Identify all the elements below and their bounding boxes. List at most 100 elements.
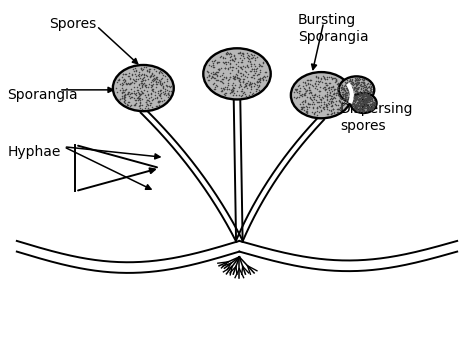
Point xyxy=(311,109,319,115)
Point xyxy=(309,92,316,98)
Point xyxy=(157,83,164,88)
Point xyxy=(367,101,374,107)
Point xyxy=(365,93,372,99)
Point xyxy=(354,108,362,113)
Point xyxy=(217,53,224,59)
Point xyxy=(342,89,350,95)
Point xyxy=(138,83,146,88)
Point xyxy=(231,53,238,59)
Point xyxy=(137,103,144,108)
Point xyxy=(359,91,366,97)
Point xyxy=(365,94,372,100)
Point xyxy=(210,71,218,77)
Point xyxy=(246,68,254,73)
Point xyxy=(348,76,356,82)
Point xyxy=(247,83,255,89)
Point xyxy=(331,101,339,107)
Point xyxy=(327,103,335,109)
Point xyxy=(341,92,348,98)
Point xyxy=(135,103,143,109)
Point xyxy=(236,55,244,61)
Point xyxy=(259,74,267,80)
Point xyxy=(366,81,374,87)
Point xyxy=(209,58,216,64)
Point xyxy=(363,96,371,102)
Point xyxy=(342,93,350,99)
Point xyxy=(322,103,329,109)
Point xyxy=(345,80,352,86)
Point xyxy=(366,102,374,108)
Point xyxy=(220,60,228,66)
Point xyxy=(131,65,138,71)
Point xyxy=(253,68,260,74)
Point xyxy=(311,81,319,87)
Point xyxy=(220,86,228,92)
Point xyxy=(350,85,358,91)
Point xyxy=(370,101,378,107)
Point xyxy=(344,82,351,88)
Point xyxy=(126,75,134,81)
Point xyxy=(226,64,233,70)
Point xyxy=(226,51,233,57)
Point xyxy=(226,87,233,92)
Point xyxy=(209,73,216,79)
Point xyxy=(327,75,335,81)
Point xyxy=(354,102,361,108)
Point xyxy=(260,73,268,78)
Point xyxy=(343,80,350,86)
Point xyxy=(341,82,349,88)
Point xyxy=(256,77,264,83)
Point xyxy=(356,102,364,108)
Point xyxy=(235,69,242,75)
Point xyxy=(236,84,243,90)
Point xyxy=(353,78,360,83)
Point xyxy=(325,86,333,91)
Text: Hyphae: Hyphae xyxy=(8,145,61,159)
Point xyxy=(296,88,303,94)
Point xyxy=(352,106,360,112)
Point xyxy=(317,108,324,114)
Point xyxy=(129,66,137,72)
Point xyxy=(302,82,310,87)
Point xyxy=(334,89,342,95)
Point xyxy=(366,106,374,112)
Point xyxy=(349,87,356,92)
Point xyxy=(365,95,373,100)
Point xyxy=(164,78,171,84)
Point xyxy=(205,73,213,79)
Point xyxy=(157,70,165,75)
Point xyxy=(263,69,270,75)
Point xyxy=(232,71,239,77)
Point xyxy=(359,106,366,112)
Point xyxy=(358,83,365,89)
Point xyxy=(363,91,371,97)
Point xyxy=(354,100,361,106)
Point xyxy=(204,69,211,75)
Point xyxy=(152,79,159,85)
Point xyxy=(346,78,354,84)
Point xyxy=(361,91,368,97)
Point xyxy=(366,87,374,92)
Point xyxy=(302,109,310,114)
Point xyxy=(296,101,304,107)
Point xyxy=(357,102,365,108)
Point xyxy=(135,93,143,99)
Point xyxy=(333,78,340,84)
Point xyxy=(357,91,365,97)
Point xyxy=(250,83,258,89)
Point xyxy=(220,74,228,80)
Point xyxy=(262,69,269,75)
Point xyxy=(305,87,313,93)
Point xyxy=(361,100,369,106)
Point xyxy=(218,79,226,84)
Point xyxy=(360,100,368,106)
Text: Dispersing
spores: Dispersing spores xyxy=(340,102,413,132)
Point xyxy=(126,82,133,87)
Point xyxy=(343,87,351,92)
Point xyxy=(137,72,145,78)
Point xyxy=(364,91,371,97)
Point xyxy=(356,107,364,113)
Point xyxy=(226,61,234,67)
Point xyxy=(356,93,364,99)
Point xyxy=(133,84,140,90)
